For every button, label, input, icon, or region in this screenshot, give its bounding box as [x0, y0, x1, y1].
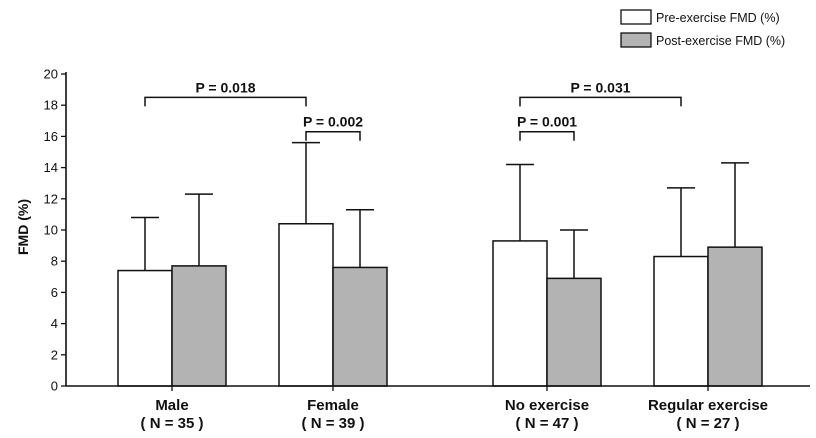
bar [492, 240, 548, 387]
y-tick-label: 6 [51, 285, 58, 300]
y-tick-label: 0 [51, 379, 58, 394]
y-tick-label: 10 [44, 223, 58, 238]
p-value-bracket [305, 130, 361, 141]
bar [653, 255, 709, 387]
bar [278, 223, 334, 387]
x-category-n-label: ( N = 39 ) [302, 415, 365, 432]
legend-label: Pre-exercise FMD (%) [656, 11, 780, 25]
bar [171, 265, 227, 387]
p-value-label: P = 0.018 [195, 79, 255, 95]
y-tick-label: 4 [51, 316, 58, 331]
legend-swatch [620, 9, 652, 25]
legend-swatch [620, 32, 652, 48]
bars [117, 223, 763, 387]
p-value-annotations: P = 0.018 P = 0.002 P = 0.001 P = 0.031 [144, 79, 682, 141]
p-value-bracket [519, 130, 575, 141]
p-value-bracket [144, 96, 307, 107]
p-value-label: P = 0.031 [570, 79, 630, 95]
p-value-label: P = 0.002 [303, 114, 363, 130]
y-tick-label: 2 [51, 347, 58, 362]
bar [707, 246, 763, 387]
legend-label: Post-exercise FMD (%) [656, 34, 785, 48]
x-category-n-label: ( N = 27 ) [677, 415, 740, 432]
y-tick-label: 18 [44, 98, 58, 113]
bar [546, 277, 602, 387]
y-tick-label: 20 [44, 67, 58, 82]
x-category-label: Male [155, 397, 188, 414]
y-tick-label: 8 [51, 254, 58, 269]
p-value-bracket [519, 96, 682, 107]
bar [332, 266, 388, 387]
bar [117, 269, 173, 387]
error-bars [131, 141, 749, 279]
x-category-label: Regular exercise [648, 397, 768, 414]
x-category-label: No exercise [505, 397, 589, 414]
x-category-n-label: ( N = 35 ) [141, 415, 204, 432]
p-value-label: P = 0.001 [517, 114, 577, 130]
legend: Pre-exercise FMD (%) Post-exercise FMD (%… [620, 9, 785, 48]
x-category-n-label: ( N = 47 ) [516, 415, 579, 432]
x-category-label: Female [307, 397, 359, 414]
y-tick-label: 16 [44, 129, 58, 144]
y-tick-label: 12 [44, 191, 58, 206]
y-tick-label: 14 [44, 160, 58, 175]
y-axis-title: FMD (%) [15, 199, 31, 255]
